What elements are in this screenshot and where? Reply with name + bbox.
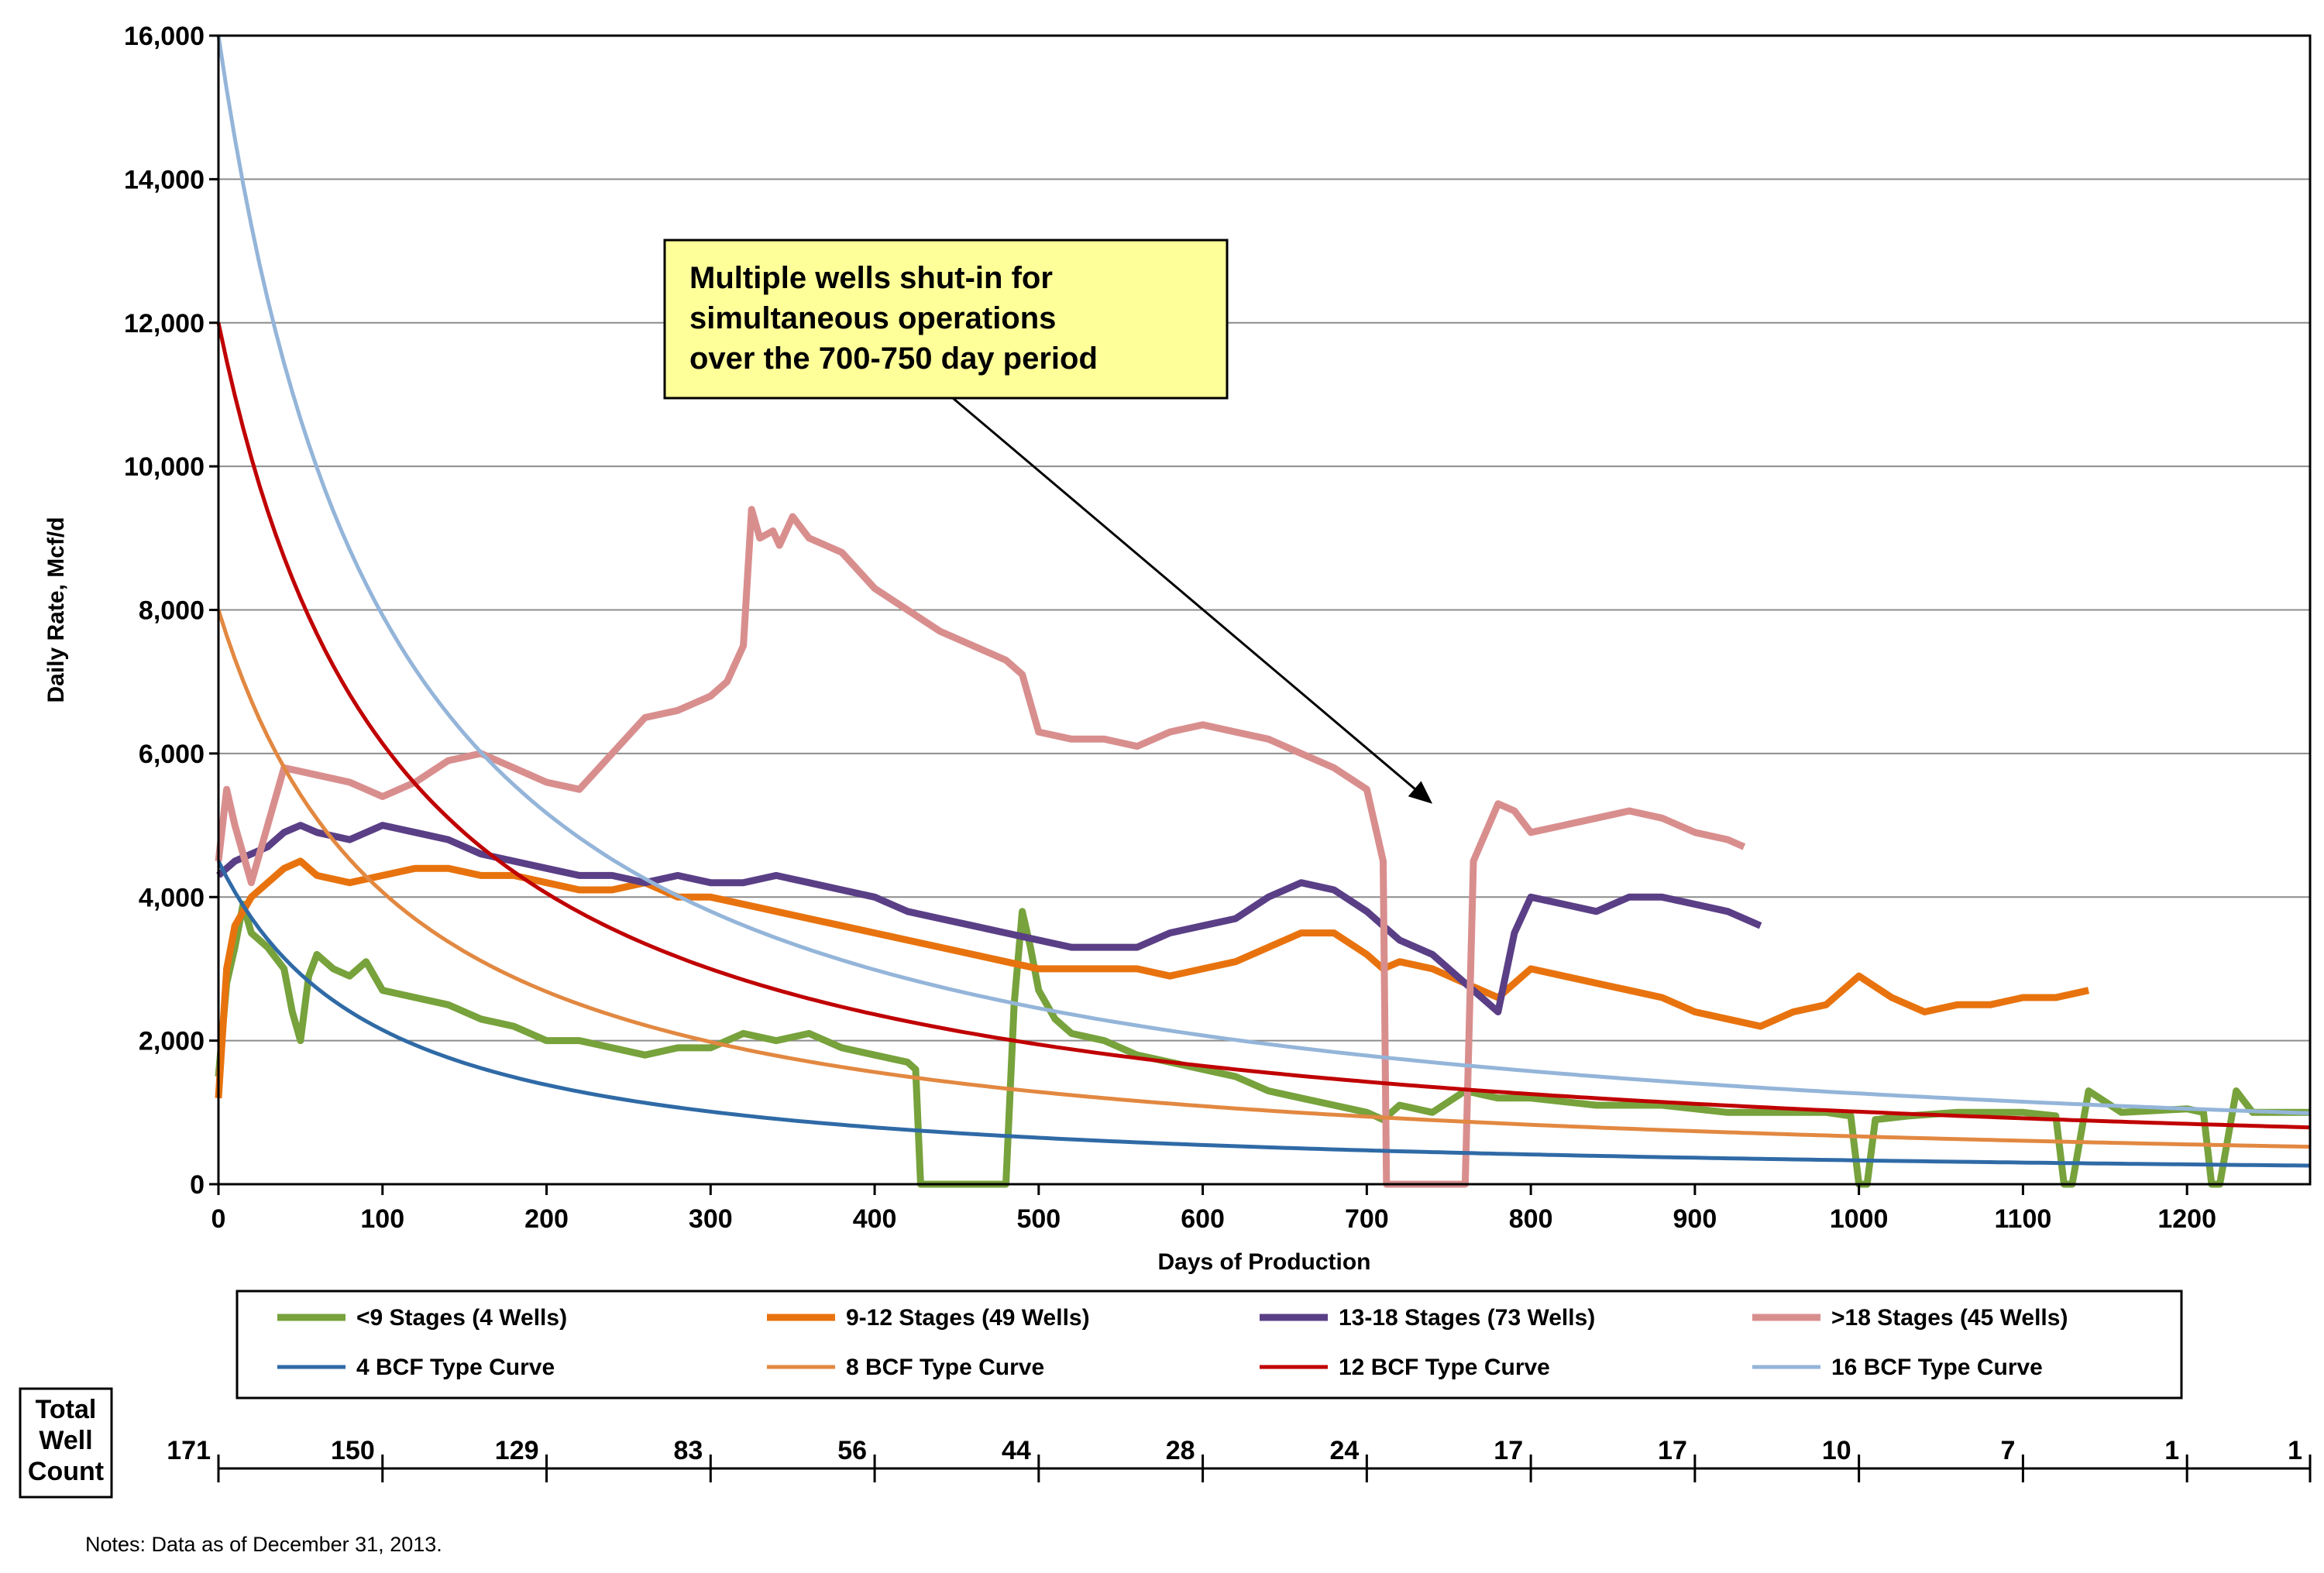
legend-label: <9 Stages (4 Wells) <box>356 1305 567 1331</box>
y-tick-label: 8,000 <box>139 596 205 626</box>
well-count-value: 83 <box>673 1436 703 1465</box>
well-count-value: 150 <box>331 1436 375 1465</box>
series-line <box>215 857 2090 1099</box>
well-count-value: 56 <box>837 1436 867 1465</box>
series-line <box>216 609 2311 1149</box>
series-line <box>216 860 2311 1168</box>
annotation-callout: Multiple wells shut-in for simultaneous … <box>663 239 1433 804</box>
well-count-value: 17 <box>1494 1436 1523 1465</box>
x-tick-label: 200 <box>524 1204 569 1234</box>
series-line <box>215 901 2310 1188</box>
well-count-value: 7 <box>2000 1436 2015 1465</box>
legend-label: 12 BCF Type Curve <box>1339 1355 1550 1380</box>
x-tick-label: 100 <box>360 1204 404 1234</box>
y-axis-title: Daily Rate, Mcf/d <box>43 517 69 702</box>
annotation-arrowhead <box>1408 781 1433 804</box>
legend-label: 9-12 Stages (49 Wells) <box>846 1305 1090 1331</box>
legend-label: >18 Stages (45 Wells) <box>1831 1305 2068 1331</box>
x-tick-label: 900 <box>1673 1204 1717 1234</box>
well-count-value: 28 <box>1166 1436 1195 1465</box>
well-count-label-line-1: Total <box>36 1395 97 1424</box>
well-count-label-line-3: Count <box>28 1457 104 1486</box>
well-count-value: 44 <box>1002 1436 1031 1465</box>
x-tick-label: 1200 <box>2157 1204 2216 1234</box>
y-axis: 0 2,000 4,000 6,000 8,000 10,000 12,000 14,000 1… <box>124 22 218 1200</box>
y-tick-label: 6,000 <box>139 740 205 769</box>
series-layer <box>215 35 2311 1188</box>
y-tick-label: 12,000 <box>124 309 205 338</box>
x-tick-label: 700 <box>1345 1204 1389 1234</box>
y-tick-label: 14,000 <box>124 165 205 194</box>
well-count-value: 10 <box>1822 1436 1851 1465</box>
legend: <9 Stages (4 Wells) 9-12 Stages (49 Wells… <box>235 1290 2183 1400</box>
y-tick-label: 10,000 <box>124 452 205 482</box>
series-line <box>216 322 2311 1130</box>
annotation-arrow <box>952 397 1416 790</box>
annotation-box <box>663 239 1229 400</box>
series-line <box>215 506 1746 1188</box>
annotation-line-3: over the 700-750 day period <box>689 342 1098 376</box>
x-tick-label: 300 <box>689 1204 733 1234</box>
well-count-row: Total Well Count 171 150 129 83 56 44 28 24 17 17… <box>19 1387 2312 1499</box>
x-tick-label: 800 <box>1509 1204 1553 1234</box>
series-line <box>216 822 1762 1015</box>
y-tick-label: 2,000 <box>139 1027 205 1056</box>
x-tick-label: 500 <box>1016 1204 1061 1234</box>
legend-box <box>235 1290 2183 1400</box>
x-axis: 0 100 200 300 400 500 600 700 800 900 1000 1100 1200 <box>211 1184 2216 1234</box>
x-tick-label: 1000 <box>1830 1204 1889 1234</box>
well-count-value: 1 <box>2288 1436 2302 1465</box>
well-count-label-box <box>19 1387 113 1499</box>
x-tick-label: 0 <box>211 1204 226 1234</box>
well-count-label-line-2: Well <box>39 1426 92 1455</box>
y-tick-label: 16,000 <box>124 22 205 51</box>
x-tick-label: 400 <box>853 1204 897 1234</box>
well-count-value: 1 <box>2164 1436 2179 1465</box>
well-count-value: 24 <box>1330 1436 1360 1465</box>
well-count-value: 17 <box>1658 1436 1687 1465</box>
legend-label: 13-18 Stages (73 Wells) <box>1339 1305 1595 1331</box>
gridlines <box>218 178 2310 1042</box>
annotation-line-1: Multiple wells shut-in for <box>689 261 1053 295</box>
y-tick-label: 0 <box>190 1170 205 1200</box>
x-axis-title: Days of Production <box>1157 1249 1370 1275</box>
legend-label: 16 BCF Type Curve <box>1831 1355 2043 1380</box>
series-line <box>216 35 2311 1115</box>
annotation-line-2: simultaneous operations <box>689 301 1056 335</box>
y-tick-label: 4,000 <box>139 883 205 912</box>
well-count-value: 171 <box>167 1436 211 1465</box>
legend-label: 4 BCF Type Curve <box>356 1355 555 1380</box>
legend-label: 8 BCF Type Curve <box>846 1355 1044 1380</box>
well-count-value: 129 <box>495 1436 539 1465</box>
x-tick-label: 600 <box>1181 1204 1225 1234</box>
notes: Notes: Data as of December 31, 2013. <box>85 1533 442 1556</box>
x-tick-label: 1100 <box>1995 1204 2052 1234</box>
